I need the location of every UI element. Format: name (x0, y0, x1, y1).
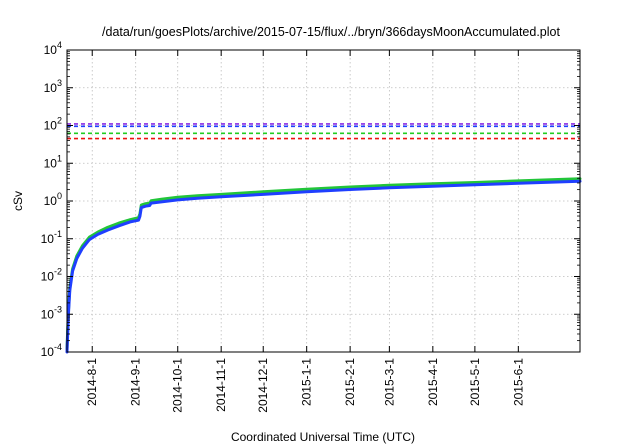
x-tick-label: 2014-12-1 (256, 358, 270, 413)
x-tick-label: 2015-5-1 (468, 358, 482, 406)
y-axis-ticks: 10-4 10-3 10-2 10-1 100 101 102 103 104 (41, 40, 580, 359)
y-tick-label: 102 (44, 116, 62, 133)
x-tick-label: 2014-11-1 (214, 358, 228, 412)
x-tick-label: 2014-9-1 (129, 358, 143, 406)
y-tick-label: 10-1 (41, 229, 62, 246)
y-tick-label: 101 (44, 153, 62, 170)
y-tick-label: 103 (44, 78, 62, 95)
data-series (65, 177, 582, 354)
x-axis-label: Coordinated Universal Time (UTC) (231, 430, 415, 444)
x-tick-label: 2015-2-1 (343, 358, 357, 406)
x-tick-label: 2015-4-1 (426, 358, 440, 406)
y-tick-label: 10-2 (41, 267, 62, 284)
threshold-lines (67, 123, 580, 140)
x-tick-label: 2015-6-1 (511, 358, 525, 406)
x-tick-label: 2015-1-1 (300, 358, 314, 406)
series-line (65, 179, 582, 354)
y-tick-label: 10-3 (41, 304, 62, 321)
y-tick-label: 10-4 (41, 342, 62, 359)
y-tick-label: 104 (44, 40, 62, 57)
x-tick-label: 2015-3-1 (382, 358, 396, 406)
x-tick-label: 2014-8-1 (85, 358, 99, 406)
y-tick-label: 100 (44, 191, 62, 208)
x-tick-label: 2014-10-1 (171, 358, 185, 413)
chart-title: /data/run/goesPlots/archive/2015-07-15/f… (102, 25, 560, 39)
y-axis-label: cSv (11, 191, 25, 211)
x-axis-ticks: 2014-8-1 2014-9-1 2014-10-1 2014-11-1 2014-1… (85, 50, 525, 413)
